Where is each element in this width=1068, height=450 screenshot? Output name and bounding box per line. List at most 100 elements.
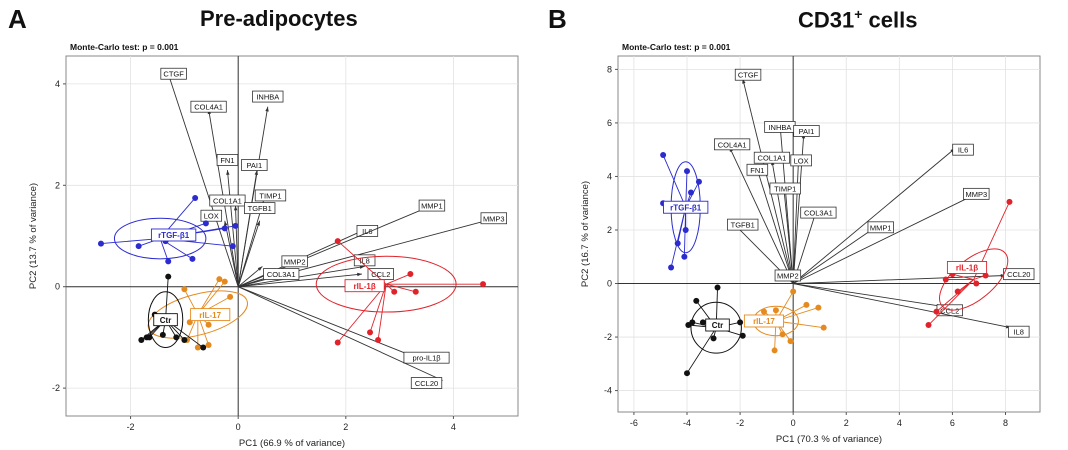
- data-point: [689, 319, 696, 326]
- x-axis-title: PC1 (70.3 % of variance): [776, 434, 882, 445]
- y-tick-label: 6: [607, 118, 612, 128]
- loading-label: CTGF: [163, 70, 184, 79]
- data-point: [97, 240, 104, 247]
- loading-label: COL4A1: [718, 140, 747, 149]
- loading-label-box: [241, 159, 268, 171]
- loading-label-box: [727, 218, 759, 231]
- data-point: [189, 255, 196, 262]
- group-label-box: [663, 200, 709, 214]
- loading-label: PAI1: [799, 127, 815, 136]
- loading-label: CTGF: [738, 71, 759, 80]
- group-spoke: [369, 284, 387, 333]
- loading-label: MMP3: [965, 190, 987, 199]
- data-point: [681, 253, 688, 260]
- loading-label: INHBA: [768, 123, 791, 132]
- data-point: [925, 322, 932, 329]
- loading-label-box: [480, 212, 507, 225]
- data-point: [803, 301, 810, 308]
- group-spoke: [952, 273, 974, 280]
- loading-label-box: [254, 189, 287, 202]
- y-tick-label: 2: [607, 225, 612, 235]
- loading-label-box: [403, 351, 450, 364]
- data-point: [202, 220, 209, 227]
- data-point: [942, 276, 949, 283]
- loading-arrow: [793, 283, 942, 307]
- loading-label-box: [800, 206, 837, 219]
- loading-label-box: [793, 125, 820, 137]
- group-spoke: [337, 283, 387, 343]
- loading-label: COL4A1: [194, 103, 223, 112]
- loading-label: COL1A1: [213, 197, 242, 206]
- x-tick-label: 4: [451, 422, 456, 432]
- data-point: [181, 336, 188, 343]
- pca-biplot: Monte-Carlo test: p = 0.001 -2 0 2 4 -2 0 2 4 PC1…: [28, 42, 519, 449]
- y-tick-label: 4: [55, 79, 60, 89]
- loading-label-box: [769, 182, 801, 195]
- group-label: rIL-1β: [956, 264, 978, 273]
- loading-arrowhead: [254, 170, 258, 175]
- panel-title-superscript: +: [854, 6, 863, 22]
- loading-arrow: [226, 170, 239, 287]
- data-point: [787, 338, 794, 345]
- data-point: [412, 288, 419, 295]
- loading-label: CCL20: [1007, 270, 1030, 279]
- loading-label: FN1: [750, 166, 764, 175]
- loading-arrow: [792, 160, 799, 284]
- group-ellipse: [147, 290, 248, 339]
- x-tick-label: 2: [343, 422, 348, 432]
- data-point: [334, 339, 341, 346]
- loading-label-box: [734, 68, 762, 81]
- loading-label-box: [963, 187, 990, 200]
- data-point: [146, 334, 153, 341]
- loading-arrow: [238, 286, 411, 356]
- data-point: [933, 308, 940, 315]
- data-point: [684, 168, 691, 175]
- loading-label-box: [418, 199, 446, 212]
- loading-arrowhead: [265, 106, 269, 112]
- x-axis-title: PC1 (66.9 % of variance): [239, 438, 345, 449]
- loading-label-box: [281, 255, 308, 268]
- y-tick-label: -2: [604, 332, 612, 342]
- group-label-box: [153, 313, 178, 327]
- data-point: [200, 344, 207, 351]
- loading-arrow: [167, 73, 239, 287]
- data-point: [815, 304, 822, 311]
- loading-label-box: [790, 154, 812, 167]
- x-tick-label: -2: [127, 422, 135, 432]
- panel-cd31-cells: B CD31+ cells Monte-Carlo test: p = 0.00…: [534, 0, 1068, 450]
- x-tick-label: 0: [791, 418, 796, 428]
- data-point: [682, 226, 689, 233]
- data-point: [660, 152, 667, 159]
- group-label: rIL-1β: [354, 282, 376, 291]
- loading-label-box: [216, 154, 239, 166]
- loading-arrow: [783, 188, 794, 284]
- y-axis-title: PC2 (16.7 % of variance): [580, 181, 591, 287]
- group-label-box: [344, 279, 385, 293]
- panel-title-suffix: cells: [862, 7, 918, 33]
- data-point: [221, 278, 228, 285]
- loading-arrowhead: [223, 220, 228, 226]
- loading-label: PAI1: [246, 161, 262, 170]
- data-point: [737, 319, 744, 326]
- loading-label: CCL2: [940, 306, 959, 315]
- loading-label: MMP1: [421, 202, 443, 211]
- group-label-box: [150, 228, 197, 242]
- panel-title: CD31+ cells: [798, 6, 917, 33]
- loading-arrow: [235, 205, 239, 287]
- group-spoke: [159, 238, 169, 262]
- loading-label-box: [160, 67, 187, 80]
- loading-arrow: [238, 265, 365, 288]
- pca-biplot: Monte-Carlo test: p = 0.001 -6 -4 -2 0 2 4 6 8 -4…: [580, 42, 1041, 445]
- group-label: Ctr: [712, 321, 724, 330]
- y-tick-label: 4: [607, 171, 612, 181]
- loading-label-box: [410, 377, 443, 389]
- loading-label: pro-IL1β: [412, 354, 441, 363]
- loading-label: COL3A1: [804, 209, 833, 218]
- x-tick-label: 8: [1003, 418, 1008, 428]
- group-ellipse: [113, 217, 207, 260]
- loading-label-box: [753, 151, 791, 164]
- data-point: [973, 280, 980, 287]
- loading-arrowhead: [257, 266, 263, 271]
- loading-arrow: [742, 78, 794, 284]
- loading-label-box: [1008, 325, 1030, 338]
